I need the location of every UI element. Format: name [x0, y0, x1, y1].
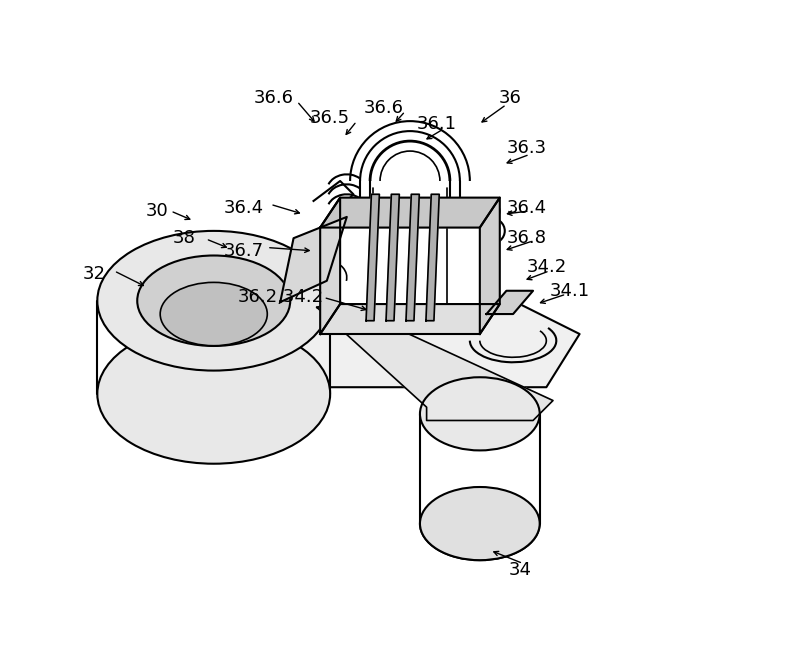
Text: 36.3: 36.3 — [506, 139, 546, 157]
Polygon shape — [366, 194, 379, 321]
Text: 34: 34 — [508, 561, 531, 579]
Ellipse shape — [160, 283, 267, 346]
Text: 36.6: 36.6 — [254, 89, 294, 107]
Text: 36.2,34.2: 36.2,34.2 — [237, 289, 323, 307]
Polygon shape — [386, 194, 399, 321]
Text: 36.7: 36.7 — [224, 242, 264, 260]
Text: 32: 32 — [82, 265, 106, 283]
Text: 38: 38 — [172, 228, 195, 246]
Text: 36.4: 36.4 — [506, 198, 546, 216]
Polygon shape — [426, 194, 439, 321]
Ellipse shape — [420, 487, 540, 560]
Text: 30: 30 — [146, 202, 169, 220]
Text: 36.5: 36.5 — [310, 109, 350, 127]
Text: 34.1: 34.1 — [550, 282, 590, 300]
Text: 34.2: 34.2 — [526, 259, 566, 277]
Text: 36.6: 36.6 — [363, 99, 403, 117]
Ellipse shape — [138, 255, 290, 346]
Polygon shape — [320, 198, 500, 228]
Polygon shape — [406, 194, 419, 321]
Polygon shape — [280, 217, 346, 302]
Polygon shape — [107, 304, 580, 387]
Ellipse shape — [420, 377, 540, 450]
Ellipse shape — [98, 324, 330, 464]
Text: 36.8: 36.8 — [506, 228, 546, 246]
Polygon shape — [317, 301, 553, 420]
Ellipse shape — [98, 231, 330, 371]
Text: 36.4: 36.4 — [224, 198, 264, 216]
Polygon shape — [480, 198, 500, 334]
Polygon shape — [486, 291, 533, 314]
Text: 36.1: 36.1 — [417, 116, 457, 134]
Text: 36: 36 — [498, 89, 521, 107]
Polygon shape — [320, 198, 340, 334]
Polygon shape — [320, 304, 500, 334]
